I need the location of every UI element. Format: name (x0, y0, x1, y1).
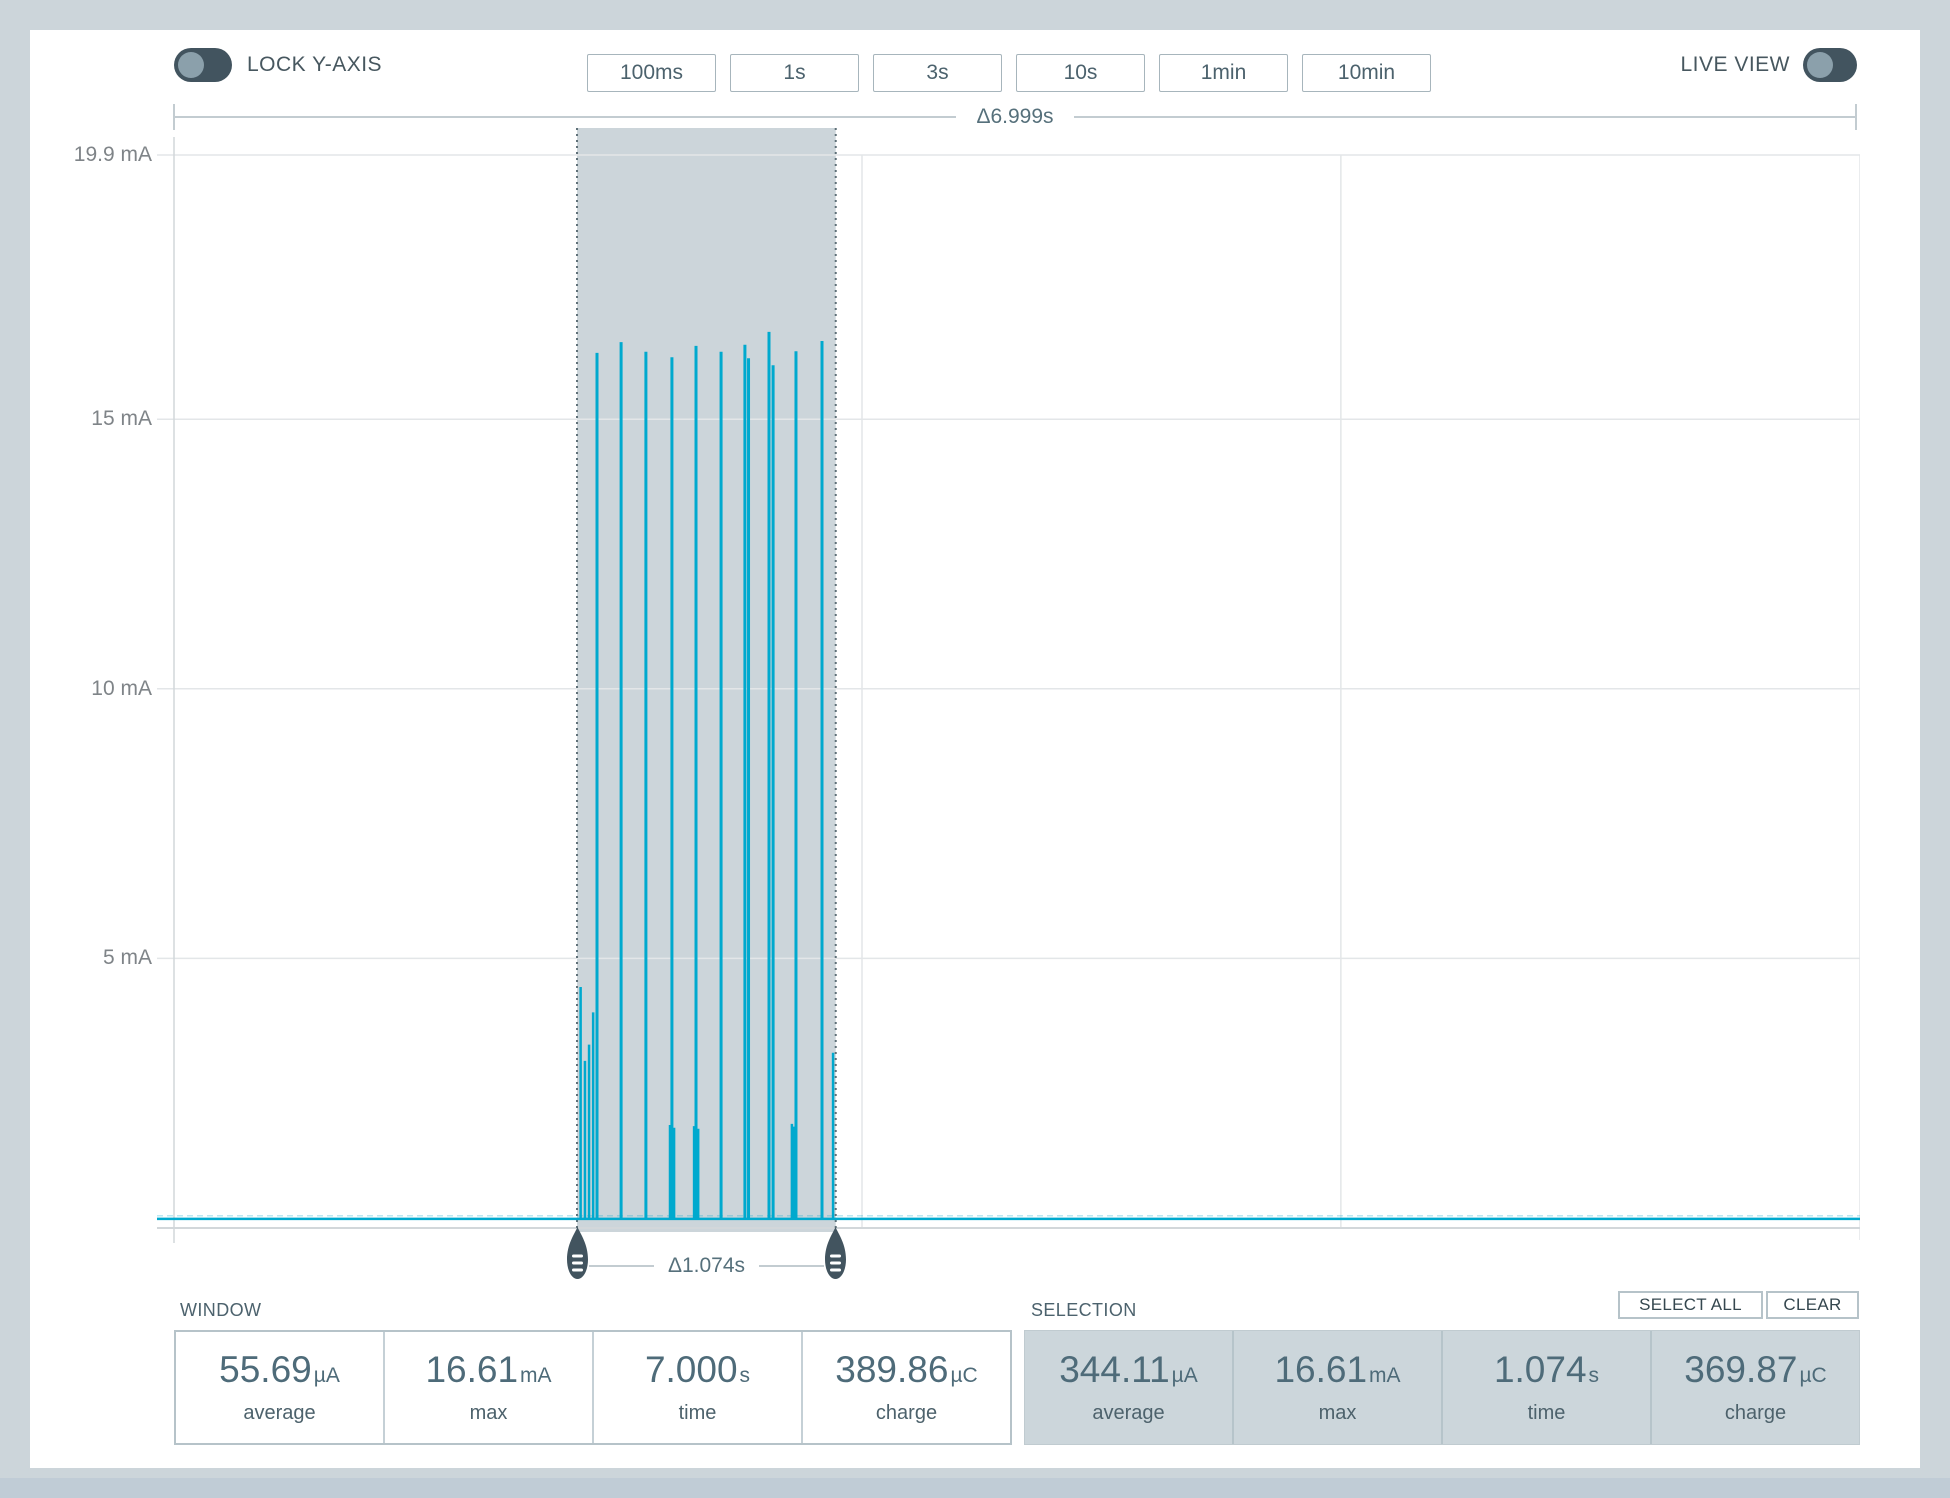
window-stat-label: max (469, 1401, 508, 1424)
window-stat-number: 16.61 (425, 1348, 519, 1390)
selection-delta-line-left (589, 1265, 654, 1267)
app-window: LOCK Y-AXIS 100ms 1s 3s 10s 1min 10min LIVE V… (30, 30, 1920, 1468)
window-stat-label: average (243, 1401, 316, 1424)
window-button-1s[interactable]: 1s (730, 54, 859, 92)
bracket-right-tick (1855, 104, 1857, 130)
select-all-button[interactable]: SELECT ALL (1618, 1291, 1763, 1319)
window-button-10min[interactable]: 10min (1302, 54, 1431, 92)
selection-stat-unit: mA (1369, 1363, 1401, 1387)
selection-stat-label: max (1318, 1401, 1357, 1424)
window-stat-value: 7.000s (644, 1348, 751, 1395)
lock-y-axis-label: LOCK Y-AXIS (247, 53, 383, 76)
selection-stat-number: 1.074 (1493, 1348, 1587, 1390)
window-bottom-edge (0, 1478, 1950, 1498)
clear-button[interactable]: CLEAR (1766, 1291, 1859, 1319)
bracket-line-right (1073, 116, 1855, 118)
window-stat-time: 7.000s time (594, 1332, 803, 1443)
window-stat-number: 55.69 (219, 1348, 312, 1390)
window-button-100ms[interactable]: 100ms (587, 54, 716, 92)
live-view-toggle[interactable] (1803, 48, 1857, 82)
selection-stat-unit: s (1588, 1363, 1600, 1387)
selection-stat-value: 16.61mA (1274, 1348, 1401, 1395)
window-stat-unit: µC (950, 1363, 978, 1387)
selection-stat-label: time (1527, 1401, 1566, 1424)
selection-handle-right-icon (825, 1227, 847, 1279)
window-button-10s[interactable]: 10s (1016, 54, 1145, 92)
selection-stat-unit: µC (1799, 1363, 1827, 1387)
window-delta-label: Δ6.999s (976, 105, 1054, 128)
current-chart[interactable] (157, 125, 1860, 1245)
window-stats-title: WINDOW (180, 1300, 262, 1320)
selection-stat-unit: µA (1171, 1363, 1198, 1387)
selection-stat-charge: 369.87µC charge (1652, 1331, 1859, 1444)
window-buttons: 100ms 1s 3s 10s 1min 10min (587, 54, 1431, 92)
selection-handle-right[interactable] (825, 1227, 847, 1279)
live-view-label: LIVE VIEW (1680, 53, 1790, 76)
selection-stat-number: 344.11 (1059, 1348, 1170, 1390)
selection-delta-bracket: Δ1.074s (589, 1252, 824, 1280)
selection-stat-label: charge (1724, 1401, 1787, 1424)
selection-stats-panel: 344.11µA average 16.61mA max 1.074s time 369.8… (1024, 1330, 1860, 1445)
window-stats-panel: 55.69µA average 16.61mA max 7.000s time 389.86… (174, 1330, 1012, 1445)
window-stat-number: 7.000 (644, 1348, 738, 1390)
selection-stat-time: 1.074s time (1443, 1331, 1652, 1444)
y-axis-tick-label: 5 mA (102, 946, 152, 970)
window-stat-label: time (678, 1401, 717, 1424)
selection-stat-max: 16.61mA max (1234, 1331, 1443, 1444)
selection-stat-value: 1.074s (1493, 1348, 1600, 1395)
selection-stats-title: SELECTION (1031, 1300, 1137, 1320)
window-stat-label: charge (875, 1401, 938, 1424)
window-button-3s[interactable]: 3s (873, 54, 1002, 92)
selection-handle-left-icon (566, 1227, 588, 1279)
window-stat-value: 16.61mA (425, 1348, 552, 1395)
window-stat-number: 389.86 (835, 1348, 949, 1390)
selection-handle-left[interactable] (566, 1227, 588, 1279)
window-stat-max: 16.61mA max (385, 1332, 594, 1443)
window-stat-charge: 389.86µC charge (803, 1332, 1010, 1443)
window-button-1min[interactable]: 1min (1159, 54, 1288, 92)
selection-stat-value: 369.87µC (1684, 1348, 1827, 1395)
selection-stat-label: average (1092, 1401, 1165, 1424)
lock-y-axis-toggle-knob (178, 52, 204, 78)
selection-delta-line-right (759, 1265, 824, 1267)
selection-stat-number: 16.61 (1274, 1348, 1368, 1390)
window-stat-unit: s (739, 1363, 751, 1387)
window-stat-unit: mA (520, 1363, 552, 1387)
window-stat-value: 55.69µA (219, 1348, 340, 1395)
window-delta-bracket: Δ6.999s (173, 102, 1857, 132)
window-stat-unit: µA (313, 1363, 340, 1387)
selection-stat-average: 344.11µA average (1025, 1331, 1234, 1444)
selection-stat-value: 344.11µA (1059, 1348, 1198, 1395)
window-stat-value: 389.86µC (835, 1348, 978, 1395)
window-stat-average: 55.69µA average (176, 1332, 385, 1443)
y-axis-tick-label: 15 mA (91, 407, 152, 431)
lock-y-axis-toggle[interactable] (174, 48, 232, 82)
y-axis-tick-label: 10 mA (91, 676, 152, 700)
selection-stat-number: 369.87 (1684, 1348, 1798, 1390)
bracket-left-tick (173, 104, 175, 130)
live-view-toggle-knob (1807, 52, 1833, 78)
bracket-line-left (175, 116, 957, 118)
selection-delta-label: Δ1.074s (667, 1254, 746, 1277)
y-axis-tick-label: 19.9 mA (73, 143, 152, 166)
